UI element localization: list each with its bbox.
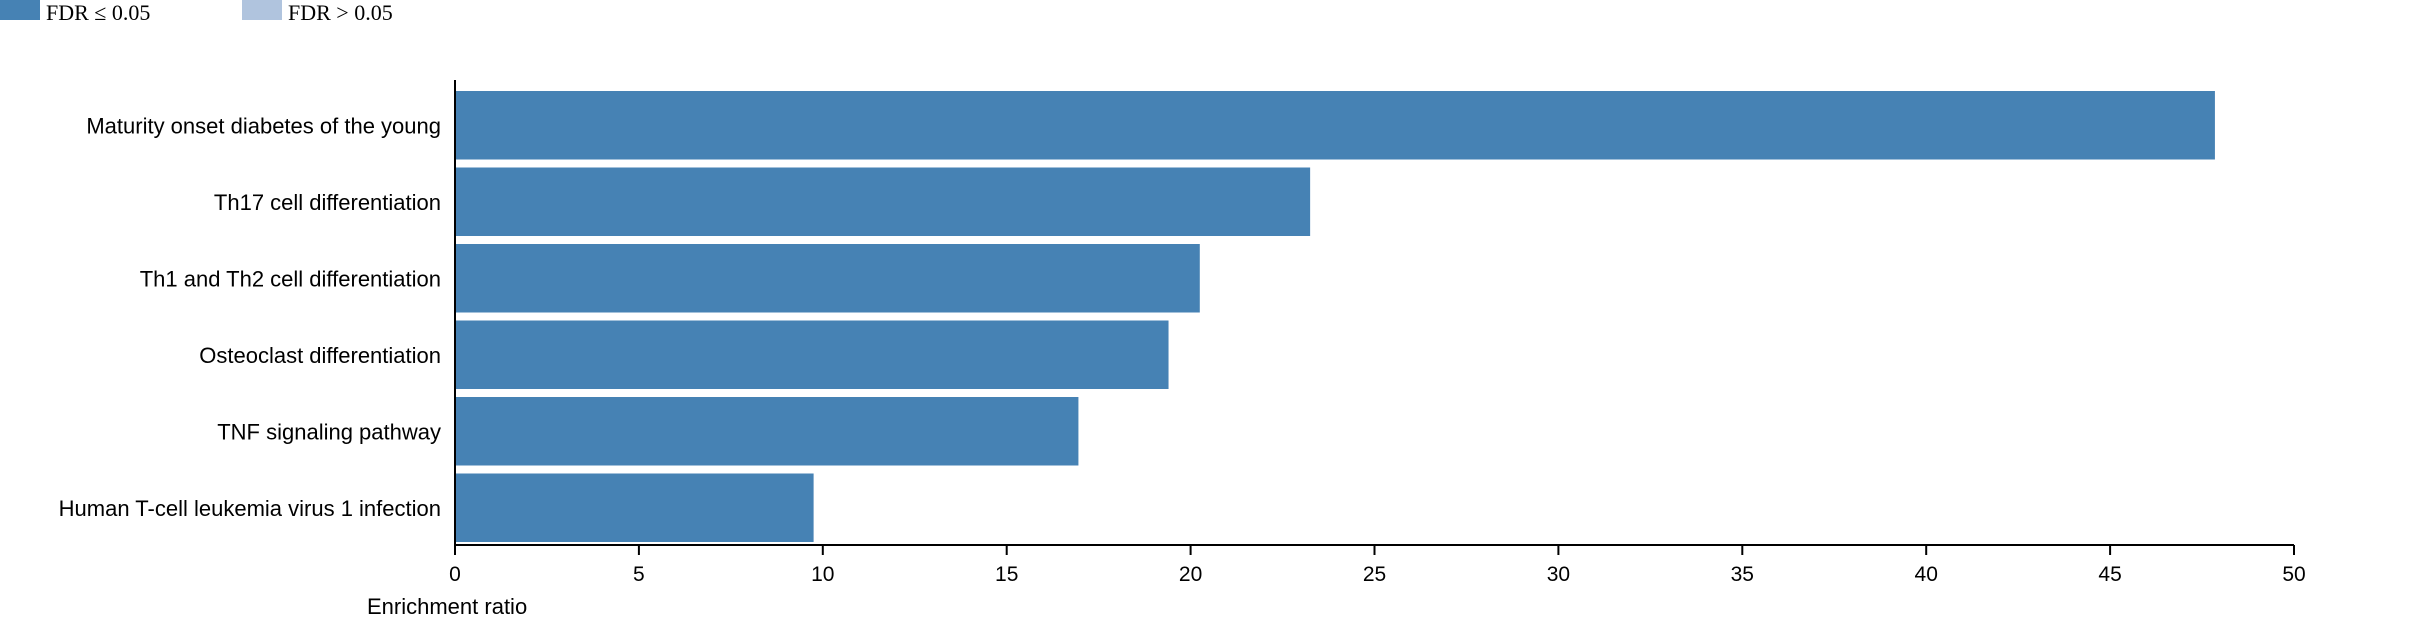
bar <box>455 473 814 542</box>
x-axis-title: Enrichment ratio <box>367 594 527 619</box>
x-tick-label: 50 <box>2282 563 2305 586</box>
bars <box>455 91 2215 542</box>
x-tick-label: 30 <box>1547 563 1570 586</box>
category-label: Th1 and Th2 cell differentiation <box>140 266 441 291</box>
x-tick-label: 45 <box>2098 563 2121 586</box>
x-tick-label: 10 <box>811 563 834 586</box>
x-tick-label: 20 <box>1179 563 1202 586</box>
category-label: Th17 cell differentiation <box>214 190 441 215</box>
bar <box>455 397 1079 466</box>
bar <box>455 167 1311 236</box>
x-tick-label: 5 <box>633 563 645 586</box>
legend: FDR ≤ 0.05 FDR > 0.05 <box>0 0 393 25</box>
category-labels: Maturity onset diabetes of the young Th17… <box>59 113 441 521</box>
x-tick-label: 15 <box>995 563 1018 586</box>
x-tick-label: 35 <box>1731 563 1754 586</box>
x-tick-label: 25 <box>1363 563 1386 586</box>
legend-label-significant: FDR ≤ 0.05 <box>46 0 150 25</box>
x-axis: 0 5 10 15 20 25 30 35 40 45 50 <box>449 544 2306 586</box>
legend-label-not-significant: FDR > 0.05 <box>288 0 393 25</box>
bar <box>455 244 1200 313</box>
x-tick-label: 0 <box>449 563 461 586</box>
legend-swatch-not-significant <box>242 0 282 20</box>
category-label: Osteoclast differentiation <box>199 343 441 368</box>
category-label: TNF signaling pathway <box>217 419 441 444</box>
category-label: Maturity onset diabetes of the young <box>86 113 441 138</box>
legend-swatch-significant <box>0 0 40 20</box>
x-tick-label: 40 <box>1915 563 1938 586</box>
bar <box>455 320 1169 389</box>
bar <box>455 91 2215 160</box>
category-label: Human T-cell leukemia virus 1 infection <box>59 496 441 521</box>
